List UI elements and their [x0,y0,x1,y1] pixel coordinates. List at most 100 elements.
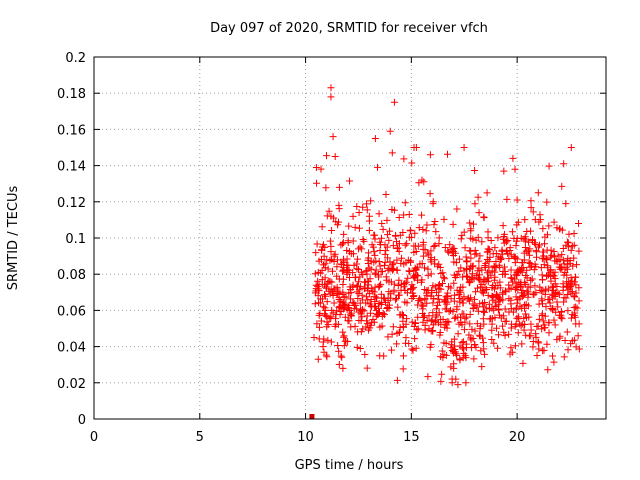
data-point [457,319,465,327]
data-point [496,284,504,292]
data-point [489,281,497,289]
data-point [364,296,372,304]
data-point [427,247,435,255]
data-point [551,257,559,265]
data-point [551,321,559,329]
data-point [389,323,397,331]
data-point [507,344,515,352]
data-point [466,279,474,287]
data-point [380,261,388,269]
data-point [489,294,497,302]
data-point [465,331,473,339]
data-point [505,255,513,263]
data-point [432,305,440,313]
data-point [330,214,338,222]
data-point [476,252,484,260]
data-point [372,266,380,274]
data-point [335,201,343,209]
data-point [556,332,564,340]
data-point [390,265,398,273]
data-point [327,315,335,323]
data-point [543,246,551,254]
data-point [371,251,379,259]
data-point [513,221,521,229]
data-point [575,284,583,292]
data-point [554,258,562,266]
data-point [360,285,368,293]
data-point [326,290,334,298]
data-point [333,263,341,271]
data-point [462,313,470,321]
data-point [311,300,319,308]
data-point [513,234,521,242]
data-point [564,290,572,298]
data-point [405,210,413,218]
data-point [479,299,487,307]
data-point [363,200,371,208]
data-point [564,239,572,247]
data-point [445,318,453,326]
data-point [523,228,531,236]
data-point [315,323,323,331]
data-point [316,309,324,317]
data-point [472,250,480,258]
data-point [354,282,362,290]
data-point [532,289,540,297]
data-point [515,278,523,286]
data-point [330,299,338,307]
data-point [541,290,549,298]
data-point [480,214,488,222]
data-point [318,256,326,264]
data-point [494,331,502,339]
data-point [556,225,564,233]
data-point [560,298,568,306]
data-point [401,241,409,249]
data-point [568,242,576,250]
data-point [313,320,321,328]
data-point [527,197,535,205]
data-point [431,241,439,249]
data-point [370,258,378,266]
data-point [353,343,361,351]
data-point [482,259,490,267]
data-point [395,276,403,284]
data-point [527,326,535,334]
data-point [347,285,355,293]
data-point [430,295,438,303]
data-point [321,281,329,289]
data-point [378,312,386,320]
data-point [339,288,347,296]
data-point [452,350,460,358]
data-point [384,231,392,239]
data-point [420,252,428,260]
data-point [376,282,384,290]
data-point [395,240,403,248]
data-point [378,268,386,276]
data-point [458,296,466,304]
data-point [375,210,383,218]
data-point [329,292,337,300]
data-point [387,290,395,298]
data-point [363,364,371,372]
data-point [538,325,546,333]
y-tick-label: 0.02 [57,377,86,392]
data-point [527,320,535,328]
data-point [421,326,429,334]
data-point [370,247,378,255]
data-point [366,300,374,308]
data-point [480,289,488,297]
data-point [369,316,377,324]
data-point [327,338,335,346]
data-point [366,275,374,283]
data-point [527,276,535,284]
data-point [363,284,371,292]
data-point [345,289,353,297]
data-point [355,290,363,298]
data-point [501,305,509,313]
data-point [422,227,430,235]
data-point [400,211,408,219]
data-point [559,256,567,264]
data-point [551,292,559,300]
data-point [403,299,411,307]
data-point [365,226,373,234]
